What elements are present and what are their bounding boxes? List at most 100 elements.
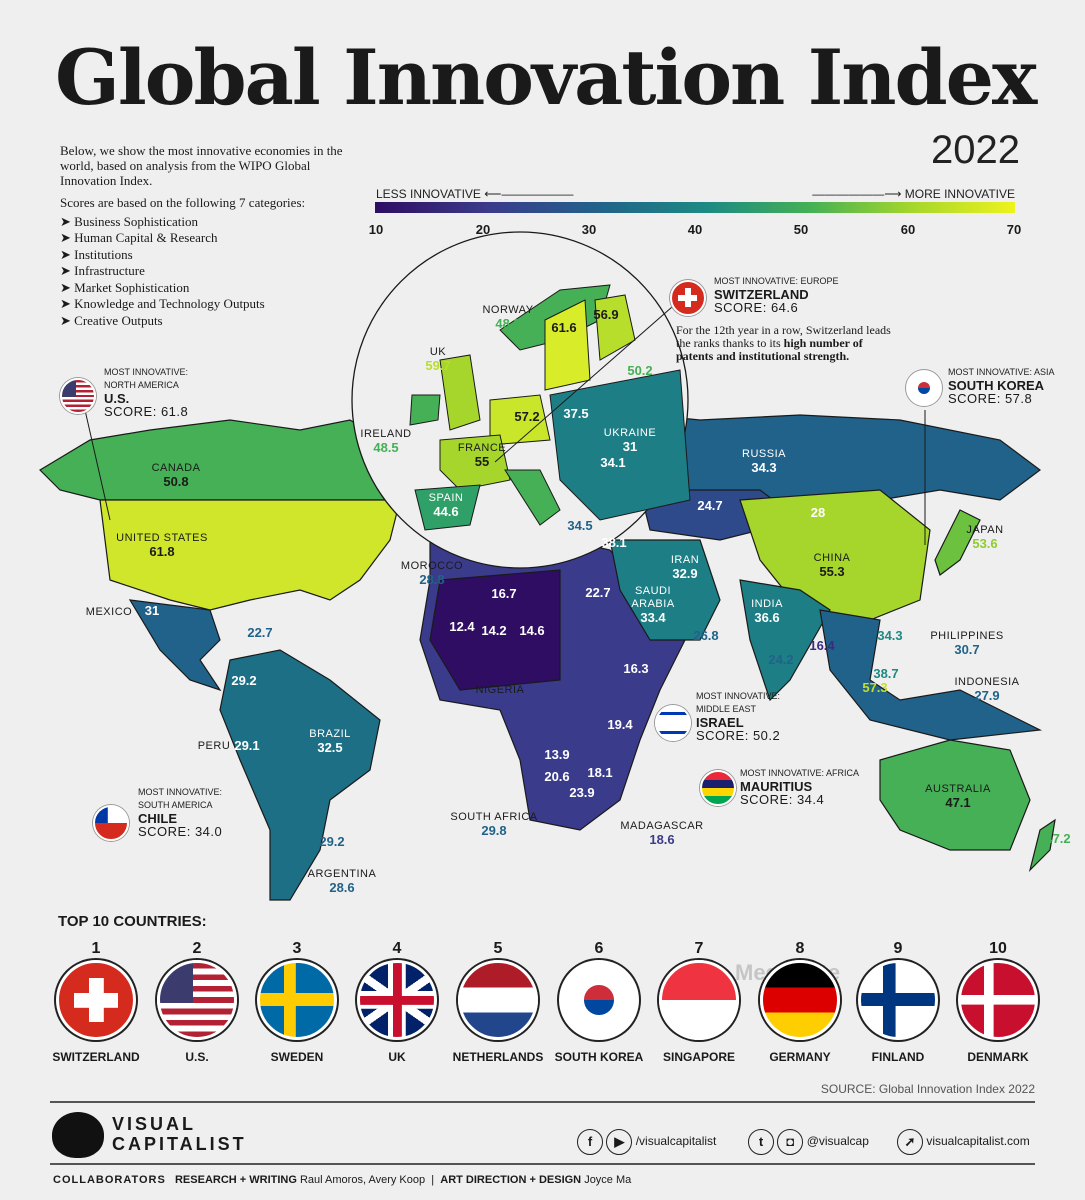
country-label-india: INDIA 36.6 <box>751 598 783 625</box>
year: 2022 <box>931 128 1020 172</box>
region-italy <box>504 469 561 526</box>
country-label-saudi-arabia: SAUDI ARABIA 33.4 <box>631 585 675 625</box>
region-south-america <box>219 649 381 901</box>
country-value-kazakhstan: 24.7 <box>697 498 723 513</box>
uk-flag-icon <box>357 960 437 1040</box>
country-value: 12.4 <box>449 619 475 634</box>
callout-asia: MOST INNOVATIVE: ASIA SOUTH KOREA SCORE: 5… <box>948 367 1055 406</box>
country-value: 16.7 <box>491 586 517 601</box>
region-united-states <box>99 499 401 611</box>
country-value-vietnam: 34.3 <box>877 628 903 643</box>
social-twitter-instagram[interactable]: t ◘ @visualcap <box>748 1129 869 1155</box>
country-label-norway: NORWAY 48.8 <box>482 304 534 331</box>
country-label-iran: IRAN 32.9 <box>670 554 700 581</box>
scale-tick: 30 <box>581 222 597 237</box>
scale-tick: 60 <box>900 222 916 237</box>
country-value: 16.3 <box>623 661 649 676</box>
country-label-philippines: PHILIPPINES 30.7 <box>930 630 1004 657</box>
country-value-finland: 56.9 <box>593 307 619 322</box>
callout-north-america: MOST INNOVATIVE: NORTH AMERICA U.S. SCORE:… <box>104 367 189 419</box>
category-item: ➤ Creative Outputs <box>60 312 163 328</box>
country-label-nigeria: NIGERIA 16.9 <box>475 684 525 711</box>
country-label-brazil: BRAZIL 32.5 <box>309 728 351 755</box>
country-label-peru: PERU <box>197 740 231 752</box>
top10-item: 9 FINLAND <box>848 940 948 1066</box>
country-value-malaysia: 38.7 <box>873 666 899 681</box>
switzerland-leader-line <box>494 299 681 463</box>
country-label-japan: JAPAN 53.6 <box>966 524 1004 551</box>
country-value-myanmar: 16.4 <box>809 638 835 653</box>
visual-capitalist-logo-icon <box>52 1112 104 1158</box>
country-value-sweden: 61.6 <box>551 320 577 335</box>
country-value: 23.9 <box>569 785 595 800</box>
country-value: 29.2 <box>319 834 345 849</box>
twitter-icon: t <box>748 1129 774 1155</box>
intro-text: Below, we show the most innovative econo… <box>60 143 343 188</box>
country-value-turkey: 38.1 <box>601 535 627 550</box>
country-label-ukraine: UKRAINE 31 <box>603 427 657 454</box>
region-sweden <box>544 299 591 391</box>
country-value-peru: 29.1 <box>234 738 260 753</box>
country-value-italy: 46.1 <box>532 498 558 513</box>
callout-africa: MOST INNOVATIVE: AFRICA MAURITIUS SCORE: 3… <box>740 768 860 807</box>
country-label-madagascar: MADAGASCAR 18.6 <box>620 820 704 847</box>
cursor-icon: ➚ <box>897 1129 923 1155</box>
region-germany-benelux <box>489 394 551 446</box>
world-map <box>39 231 1056 901</box>
social-facebook-youtube[interactable]: f ▶ /visualcapitalist <box>577 1129 716 1155</box>
denmark-flag-icon <box>958 960 1038 1040</box>
us-flag-icon <box>157 960 237 1040</box>
page-title: Global Innovation Index <box>55 33 1037 122</box>
youtube-icon: ▶ <box>606 1129 633 1155</box>
country-label-mexico: MEXICO <box>85 606 133 618</box>
website-link[interactable]: ➚ visualcapitalist.com <box>897 1129 1030 1155</box>
scale-tick: 20 <box>475 222 491 237</box>
color-scale-bar <box>375 202 1015 213</box>
germany-flag-icon <box>760 960 840 1040</box>
country-value-poland: 37.5 <box>563 406 589 421</box>
region-eastern-europe <box>549 369 691 521</box>
country-label-uk: UK 59.7 <box>425 346 451 373</box>
country-label-united-states: UNITED STATES 61.8 <box>116 532 208 559</box>
category-item: ➤ Infrastructure <box>60 263 145 278</box>
country-label-spain: SPAIN 44.6 <box>428 492 464 519</box>
country-value-singapore: 57.3 <box>862 680 888 695</box>
top10-item: 5 NETHERLANDS <box>452 940 544 1064</box>
country-value: 29.2 <box>231 673 257 688</box>
top10-item: 1 SWITZERLAND <box>52 940 140 1064</box>
region-spain <box>414 484 481 531</box>
region-france <box>439 434 511 491</box>
country-label-ireland: IRELAND 48.5 <box>360 428 412 455</box>
region-new-zealand <box>1028 818 1056 872</box>
netherlands-flag-icon <box>458 960 538 1040</box>
chile-flag-icon <box>93 805 129 841</box>
divider <box>50 1163 1035 1165</box>
legend-less-label: LESS INNOVATIVE ⟵—————— <box>376 187 574 201</box>
instagram-icon: ◘ <box>777 1129 804 1155</box>
singapore-flag-icon <box>659 960 739 1040</box>
category-item: ➤ Business Sophistication <box>60 213 199 229</box>
region-uk <box>439 354 481 431</box>
top10-item: 4 UK <box>347 940 447 1066</box>
legend-more-label: ——————⟶ MORE INNOVATIVE <box>812 187 1015 201</box>
south-korea-flag-icon <box>906 370 942 406</box>
country-label-indonesia: INDONESIA 27.9 <box>954 676 1020 703</box>
south-korea-flag-icon <box>559 960 639 1040</box>
country-value-germany: 57.2 <box>514 409 540 424</box>
brand-name: VISUAL CAPITALIST <box>112 1114 247 1154</box>
top10-title: TOP 10 COUNTRIES: <box>58 913 207 930</box>
top10-item: 10 DENMARK <box>948 940 1048 1066</box>
scale-tick: 70 <box>1006 222 1022 237</box>
scale-tick: 10 <box>368 222 384 237</box>
scale-tick: 40 <box>687 222 703 237</box>
switzerland-flag-icon <box>56 960 136 1040</box>
country-label-australia: AUSTRALIA 47.1 <box>925 783 991 810</box>
top10-item: 6 SOUTH KOREA <box>554 940 644 1064</box>
callout-europe: MOST INNOVATIVE: EUROPE SWITZERLAND SCORE:… <box>714 276 839 315</box>
mauritius-flag-icon <box>700 770 736 806</box>
country-label-france: FRANCE 55 <box>457 442 507 469</box>
us-flag-icon <box>60 378 96 414</box>
top10-item: 7 SINGAPORE <box>649 940 749 1066</box>
region-southeast-asia <box>819 609 1043 741</box>
country-value: 13.9 <box>544 747 570 762</box>
